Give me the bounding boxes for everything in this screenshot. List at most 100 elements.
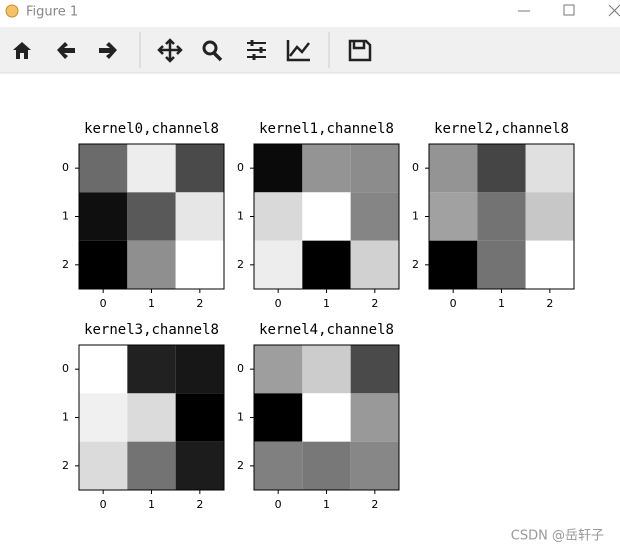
home-button[interactable] (13, 42, 31, 59)
y-tick-label: 2 (237, 459, 244, 472)
x-tick-label: 0 (275, 498, 282, 511)
heatmap-cell (127, 240, 176, 289)
heatmap-cell (175, 393, 224, 442)
heatmap-cell (525, 192, 574, 241)
x-tick-label: 1 (323, 297, 330, 310)
pan-button[interactable] (157, 38, 183, 63)
y-tick-label: 0 (412, 161, 419, 174)
y-tick-label: 0 (62, 161, 69, 174)
heatmap-cell (254, 441, 303, 490)
heatmap-cell (79, 393, 128, 442)
heatmap-cell (477, 240, 526, 289)
heatmap-cell (429, 192, 478, 241)
y-tick-label: 0 (237, 161, 244, 174)
toolbar (0, 27, 620, 73)
axes-title: kernel1,channel8 (259, 121, 394, 137)
figure: 0 1 2 0 1 2 kernel0,channel8 0 1 2 0 1 2 kernel1,chan… (62, 121, 575, 511)
y-tick-label: 1 (237, 210, 244, 223)
heatmap-cell (254, 192, 303, 241)
heatmap-cell (79, 441, 128, 490)
heatmap-cell (175, 345, 224, 394)
heatmap-cell (79, 345, 128, 394)
x-tick-label: 1 (498, 297, 505, 310)
zoom-handle (212, 51, 223, 62)
heatmap-cell (79, 192, 128, 241)
x-tick-label: 2 (371, 498, 378, 511)
y-tick-label: 1 (62, 411, 69, 424)
y-tick-label: 2 (62, 258, 69, 271)
heatmap-cell (79, 144, 128, 193)
y-tick-label: 2 (237, 258, 244, 271)
save-button[interactable] (348, 39, 372, 62)
window-title: Figure 1 (26, 5, 78, 20)
y-tick-label: 1 (412, 210, 419, 223)
x-tick-label: 2 (546, 297, 553, 310)
heatmap-cell (127, 144, 176, 193)
axes-title: kernel4,channel8 (259, 322, 394, 338)
x-tick-label: 2 (371, 297, 378, 310)
heatmap-cell (302, 441, 351, 490)
title-bar (0, 0, 620, 24)
heatmap-cell (127, 345, 176, 394)
heatmap-cell (127, 393, 176, 442)
y-tick-label: 1 (62, 210, 69, 223)
x-tick-label: 2 (196, 498, 203, 511)
heatmap-cell (302, 144, 351, 193)
heatmap-cell (254, 393, 303, 442)
x-tick-label: 1 (323, 498, 330, 511)
heatmap-cell (477, 144, 526, 193)
heatmap-cell (350, 192, 399, 241)
heatmap-cell (254, 144, 303, 193)
axes-title: kernel0,channel8 (84, 121, 219, 137)
heatmap-cell (429, 240, 478, 289)
axes-title: kernel3,channel8 (84, 322, 219, 338)
x-tick-label: 0 (450, 297, 457, 310)
heatmap-cell (175, 144, 224, 193)
heatmap-cell (127, 441, 176, 490)
heatmap-cell (79, 240, 128, 289)
heatmap-cell (350, 144, 399, 193)
heatmap-cell (350, 441, 399, 490)
x-tick-label: 0 (275, 297, 282, 310)
heatmap-cell (429, 144, 478, 193)
axes-button[interactable] (286, 40, 310, 62)
close-button[interactable] (608, 4, 620, 17)
heatmap-cell (350, 393, 399, 442)
watermark: CSDN @岳轩子 (511, 529, 604, 544)
y-tick-label: 1 (237, 411, 244, 424)
y-tick-label: 2 (62, 459, 69, 472)
back-button[interactable] (57, 42, 75, 59)
heatmap-cell (175, 240, 224, 289)
heatmap-cell (525, 144, 574, 193)
app-icon (5, 4, 19, 18)
x-tick-label: 0 (100, 498, 107, 511)
heatmap-cell (525, 240, 574, 289)
x-tick-label: 2 (196, 297, 203, 310)
heatmap-cell (127, 192, 176, 241)
x-tick-label: 1 (148, 297, 155, 310)
axes-title: kernel2,channel8 (434, 121, 569, 137)
heatmap-cell (302, 240, 351, 289)
heatmap-cell (175, 192, 224, 241)
heatmap-cell (350, 345, 399, 394)
y-tick-label: 2 (412, 258, 419, 271)
heatmap-cell (477, 192, 526, 241)
zoom-button[interactable] (202, 40, 218, 56)
heatmap-cell (302, 345, 351, 394)
x-tick-label: 1 (148, 498, 155, 511)
heatmap-cell (350, 240, 399, 289)
configure-button[interactable] (247, 42, 266, 58)
maximize-button[interactable] (563, 4, 575, 16)
configure-sliders (250, 40, 263, 60)
heatmap-cell (175, 441, 224, 490)
heatmap-cell (254, 345, 303, 394)
forward-button[interactable] (99, 42, 117, 59)
heatmap-cell (302, 192, 351, 241)
y-tick-label: 0 (62, 362, 69, 375)
x-tick-label: 0 (100, 297, 107, 310)
heatmap-cell (254, 240, 303, 289)
y-tick-label: 0 (237, 362, 244, 375)
heatmap-cell (302, 393, 351, 442)
